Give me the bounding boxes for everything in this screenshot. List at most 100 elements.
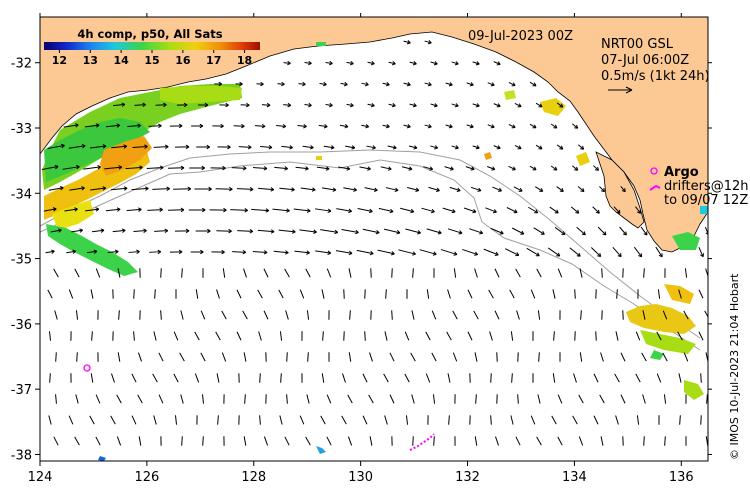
current-arrow (612, 246, 622, 258)
current-arrow (43, 207, 57, 212)
current-arrow (655, 246, 663, 258)
current-arrow (278, 289, 284, 299)
current-arrow (335, 250, 353, 256)
current-arrow (463, 207, 477, 214)
current-arrow (403, 40, 411, 45)
argo-track (649, 184, 661, 191)
current-arrow (534, 186, 544, 192)
current-arrow (190, 249, 204, 255)
current-arrow (326, 394, 332, 404)
x-axis: 124 126 128 130 132 134 136 (28, 13, 694, 485)
current-arrow (194, 373, 200, 383)
current-arrow (263, 310, 269, 320)
current-arrow (112, 228, 126, 233)
current-arrow (593, 415, 599, 425)
current-arrow (219, 102, 229, 108)
current-arrow (593, 373, 599, 383)
current-arrow (90, 373, 94, 383)
current-arrow (132, 144, 148, 149)
current-arrow (293, 208, 311, 213)
colorbar-ticks: 12 13 14 15 16 17 18 (52, 50, 252, 67)
current-arrow (388, 60, 396, 66)
current-arrow (400, 207, 415, 214)
current-arrow (409, 61, 417, 66)
current-arrow (252, 250, 268, 255)
current-arrow (306, 394, 310, 404)
current-arrow (445, 124, 453, 129)
current-arrow (405, 228, 421, 235)
current-arrow (529, 123, 537, 129)
current-arrow (517, 394, 519, 404)
current-arrow (174, 228, 190, 234)
current-arrow (259, 373, 261, 383)
current-arrow (398, 249, 416, 256)
current-arrow (698, 331, 704, 341)
current-arrow (473, 310, 479, 320)
current-arrow (107, 249, 119, 254)
current-arrow (231, 165, 247, 171)
current-arrow (200, 352, 206, 362)
current-arrow (424, 82, 432, 87)
current-arrow (299, 415, 305, 425)
current-arrow (537, 310, 541, 320)
current-arrow (378, 207, 394, 214)
current-arrow (349, 310, 351, 320)
current-arrow (336, 208, 352, 214)
current-arrow (369, 352, 373, 362)
current-arrow (515, 268, 521, 278)
current-arrow (409, 103, 417, 108)
current-arrow (273, 250, 289, 255)
current-arrow (339, 124, 349, 129)
current-arrow (600, 352, 604, 362)
current-arrow (535, 144, 543, 150)
current-arrow (154, 228, 169, 234)
argo-legend: Argo drifters@12h to 09/07 12Z (650, 165, 749, 208)
current-arrow (342, 373, 346, 383)
current-arrow (133, 228, 147, 233)
current-arrow (137, 352, 143, 362)
current-arrow (700, 373, 702, 383)
colorbar-tick-label: 13 (83, 54, 98, 67)
current-arrow (326, 268, 332, 278)
current-arrow (160, 310, 162, 320)
current-arrow (75, 394, 79, 404)
current-arrow (597, 226, 607, 236)
current-arrow (340, 81, 348, 87)
current-arrow (274, 166, 288, 171)
current-arrow (410, 352, 416, 362)
current-arrow (50, 228, 62, 233)
current-arrow (278, 229, 296, 234)
current-arrow (235, 81, 243, 87)
current-arrow (314, 208, 332, 213)
current-arrow (341, 415, 347, 425)
current-arrow (382, 123, 390, 129)
current-arrow (216, 228, 232, 234)
current-arrow (642, 394, 646, 404)
current-arrow (127, 123, 141, 128)
current-arrow (425, 331, 431, 341)
argo-track (409, 433, 435, 451)
current-arrow (472, 61, 480, 66)
current-arrow (526, 247, 540, 257)
currents-product: NRT00 GSL (601, 37, 674, 52)
current-arrow (662, 310, 668, 320)
current-arrow (230, 208, 248, 213)
current-arrow (508, 82, 516, 87)
current-arrow (169, 123, 183, 129)
current-arrow (490, 373, 492, 383)
current-arrow (635, 206, 641, 214)
current-arrow (599, 394, 605, 404)
current-arrow (511, 373, 513, 383)
current-arrow (535, 102, 543, 108)
current-arrow (705, 436, 708, 446)
argo-title: Argo (664, 165, 699, 180)
current-arrow (403, 82, 411, 87)
current-arrow (147, 207, 163, 212)
current-arrow (426, 228, 442, 235)
current-arrow (263, 436, 269, 446)
current-arrow (431, 310, 437, 320)
current-arrow (640, 226, 648, 236)
current-arrow (104, 165, 123, 170)
current-arrow (643, 436, 645, 446)
current-arrow (68, 415, 74, 425)
